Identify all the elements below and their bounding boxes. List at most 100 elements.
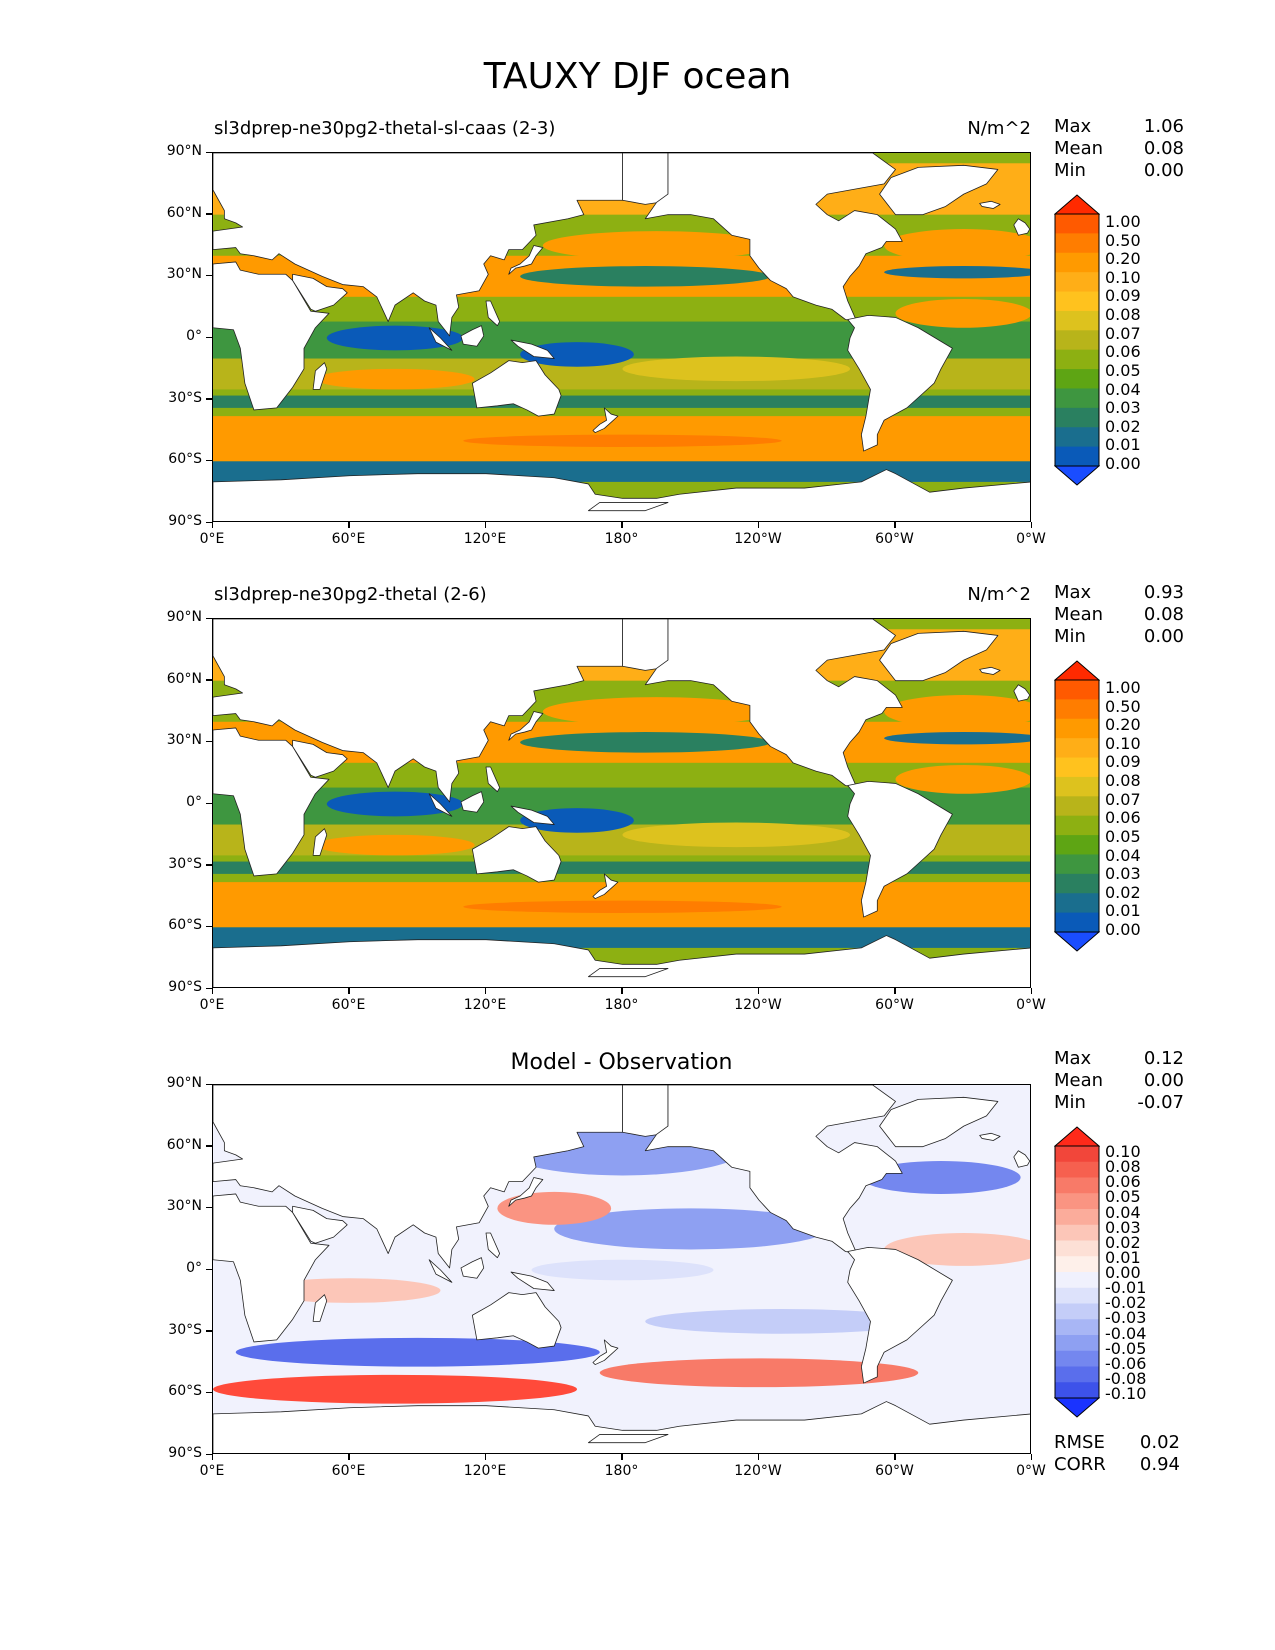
madagascar-land bbox=[312, 828, 328, 856]
colorbar-bin bbox=[1055, 310, 1099, 331]
y-tick-label: 90°S bbox=[168, 513, 202, 529]
y-tick-label: 0° bbox=[186, 1260, 202, 1276]
panel-title: sl3dprep-ne30pg2-thetal-sl-caas (2-3) bbox=[214, 118, 556, 139]
units-label: N/m^2 bbox=[967, 584, 1031, 605]
colorbar-bin bbox=[1055, 1335, 1099, 1352]
x-tick-label: 120°E bbox=[463, 531, 507, 547]
australia-land bbox=[471, 1292, 562, 1349]
stat-min-value: -0.07 bbox=[1137, 1092, 1184, 1113]
y-tick-mark bbox=[206, 1391, 212, 1394]
sumatra-land bbox=[428, 327, 453, 351]
south-america-land bbox=[847, 1246, 953, 1384]
colorbar-tick-label: 0.20 bbox=[1105, 715, 1141, 735]
stat-max-value: 0.93 bbox=[1143, 582, 1184, 603]
colorbar-extend-max bbox=[1053, 194, 1101, 215]
colorbar-bin bbox=[1055, 815, 1099, 836]
new-zealand-land bbox=[592, 873, 619, 899]
x-tick-mark bbox=[894, 1454, 896, 1460]
colorbar-bin bbox=[1055, 699, 1099, 720]
madagascar-land bbox=[312, 1294, 328, 1322]
north-america-land bbox=[644, 153, 903, 322]
x-tick-mark bbox=[484, 1454, 486, 1460]
x-tick-label: 180° bbox=[604, 997, 639, 1013]
x-tick-label: 0°W bbox=[1016, 531, 1046, 547]
colorbar-tick-label: 0.20 bbox=[1105, 249, 1141, 269]
africa-land bbox=[213, 261, 330, 411]
iceland-land bbox=[979, 1132, 1001, 1141]
colorbar-tick-label: 0.00 bbox=[1105, 920, 1141, 939]
x-tick-mark bbox=[1030, 1454, 1032, 1460]
stat-mean-value: 0.08 bbox=[1143, 138, 1184, 159]
greenland-land bbox=[879, 164, 999, 216]
new-guinea-land bbox=[510, 1271, 555, 1291]
y-tick-label: 90°S bbox=[168, 1445, 202, 1461]
colorbar-bin bbox=[1055, 718, 1099, 739]
blue-band-south-indian bbox=[235, 1337, 600, 1367]
colorbar-bin bbox=[1055, 330, 1099, 351]
colorbar-bin bbox=[1055, 233, 1099, 254]
colorbar-tick-label: 0.00 bbox=[1105, 1263, 1141, 1282]
colorbar-bin bbox=[1055, 1161, 1099, 1178]
colorbar-bin bbox=[1055, 388, 1099, 409]
colorbar-bin bbox=[1055, 1272, 1099, 1289]
colorbar-tick-label: -0.04 bbox=[1105, 1323, 1147, 1343]
colorbar-tick-label: 0.07 bbox=[1105, 323, 1141, 343]
colorbar-outline bbox=[1054, 213, 1100, 467]
japan-land bbox=[508, 711, 544, 741]
panel-reference: sl3dprep-ne30pg2-thetal (2-6) N/m^2 90°N… bbox=[0, 466, 1275, 1013]
units-label: N/m^2 bbox=[967, 118, 1031, 139]
southern-westerly-core bbox=[463, 434, 782, 447]
british-isles-land bbox=[1013, 1150, 1030, 1168]
y-tick-label: 30°N bbox=[166, 1198, 202, 1215]
colorbar-bin bbox=[1055, 835, 1099, 855]
y-tick-label: 0° bbox=[186, 794, 202, 810]
colorbar-bin bbox=[1055, 1256, 1099, 1273]
y-tick-label: 0° bbox=[186, 328, 202, 344]
panel-title: sl3dprep-ne30pg2-thetal (2-6) bbox=[214, 584, 487, 605]
y-tick-label: 60°S bbox=[168, 451, 202, 468]
y-tick-label: 30°N bbox=[166, 266, 202, 283]
stat-max-value: 0.12 bbox=[1143, 1048, 1184, 1069]
sumatra-land bbox=[428, 793, 453, 817]
y-tick-mark bbox=[206, 802, 212, 804]
north-atlantic-trades bbox=[895, 764, 1030, 794]
red-band-southern-ocean bbox=[213, 1374, 577, 1404]
y-tick-mark bbox=[206, 1453, 212, 1455]
colorbar-tick-label: -0.06 bbox=[1105, 1353, 1147, 1373]
colorbar-bin bbox=[1055, 912, 1099, 933]
panel-test-model: sl3dprep-ne30pg2-thetal-sl-caas (2-3) N/… bbox=[0, 0, 1275, 547]
rmse-value: 0.02 bbox=[1139, 1432, 1180, 1453]
north-atlantic-trades bbox=[895, 298, 1030, 328]
colorbar-tick-label: -0.03 bbox=[1105, 1308, 1147, 1328]
colorbar-bin bbox=[1055, 854, 1099, 875]
x-tick-label: 0°E bbox=[199, 531, 225, 547]
colorbar-tick-label: 0.06 bbox=[1105, 1172, 1141, 1192]
x-tick-mark bbox=[348, 988, 350, 994]
y-tick-label: 60°N bbox=[166, 670, 202, 687]
x-tick-label: 120°E bbox=[463, 997, 507, 1013]
colorbar-bin bbox=[1055, 1350, 1099, 1367]
philippines-land bbox=[485, 300, 501, 327]
british-isles-land bbox=[1013, 218, 1030, 236]
stat-min-label: Min bbox=[1054, 626, 1086, 647]
light-blue-equatorial bbox=[531, 1259, 714, 1281]
y-tick-mark bbox=[206, 1268, 212, 1270]
x-tick-mark bbox=[621, 522, 623, 528]
stat-mean-label: Mean bbox=[1054, 1070, 1104, 1091]
stats-box: Max 0.12 Mean 0.00 Min -0.07 bbox=[1054, 1048, 1184, 1114]
colorbar-bin bbox=[1055, 1146, 1099, 1163]
colorbar-tick-label: 0.04 bbox=[1105, 379, 1141, 399]
colorbar-bin bbox=[1055, 738, 1099, 759]
colorbar-tick-label: 0.50 bbox=[1105, 696, 1141, 716]
y-tick-mark bbox=[206, 1206, 212, 1209]
colorbar-tick-label: 0.09 bbox=[1105, 752, 1141, 772]
new-guinea-land bbox=[510, 805, 555, 825]
y-tick-label: 90°N bbox=[166, 143, 202, 159]
y-tick-mark bbox=[206, 987, 212, 989]
antarctica-land bbox=[213, 1401, 1030, 1453]
colorbar-bin bbox=[1055, 1193, 1099, 1210]
colorbar-extend-max bbox=[1053, 1126, 1101, 1147]
africa-land bbox=[213, 727, 330, 877]
colorbar-bin bbox=[1055, 1240, 1099, 1257]
pink-patch-atlantic bbox=[884, 1233, 1030, 1266]
